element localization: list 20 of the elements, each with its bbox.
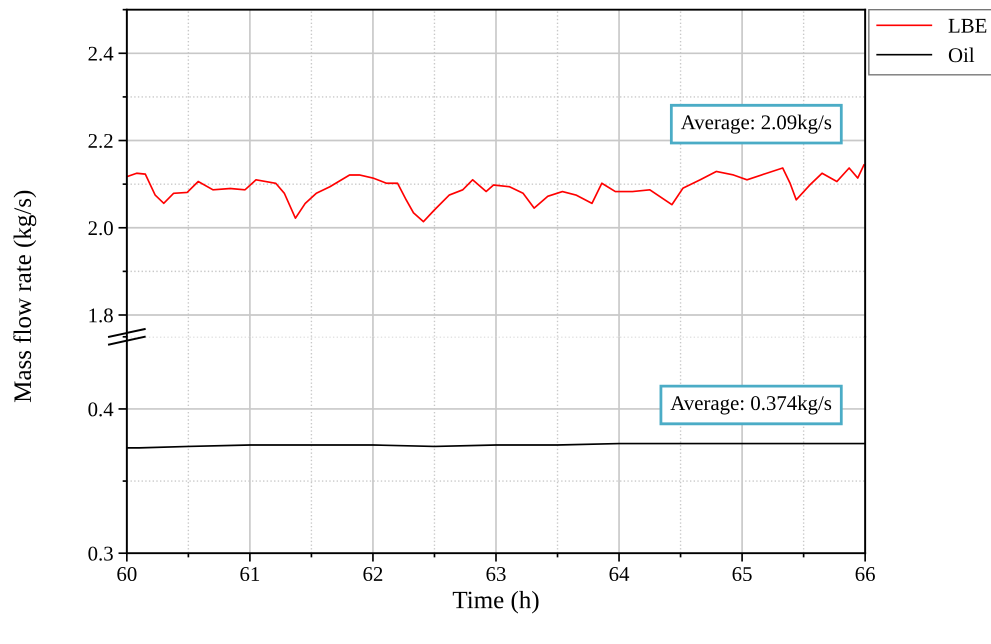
x-tick-label: 62 <box>363 567 382 582</box>
x-tick-label: 65 <box>732 567 752 582</box>
x-tick-label: 63 <box>486 567 506 582</box>
y-tick-label: 2.0 <box>88 221 113 236</box>
x-tick-label: 60 <box>117 566 136 582</box>
x-tick-label: 61 <box>240 567 260 582</box>
y-tick-label: 2.2 <box>88 134 113 148</box>
y-axis-title: Mass flow rate (kg/s) <box>13 190 36 402</box>
annotation: Average: 0.374kg/s <box>670 395 832 414</box>
annotation: Average: 2.09kg/s <box>680 114 832 134</box>
x-tick-label: 64 <box>610 567 630 582</box>
y-tick-label: 0.4 <box>88 402 114 416</box>
y-tick-label: 0.3 <box>88 546 113 561</box>
legend-label: LBE <box>948 18 986 33</box>
y-tick-label: 1.8 <box>89 308 113 323</box>
x-axis-title: Time (h) <box>452 590 539 614</box>
line-series <box>126 164 865 222</box>
y-tick-label: 2.4 <box>88 46 114 61</box>
x-tick-label: 66 <box>856 567 875 582</box>
legend-label: Oil <box>948 48 974 62</box>
